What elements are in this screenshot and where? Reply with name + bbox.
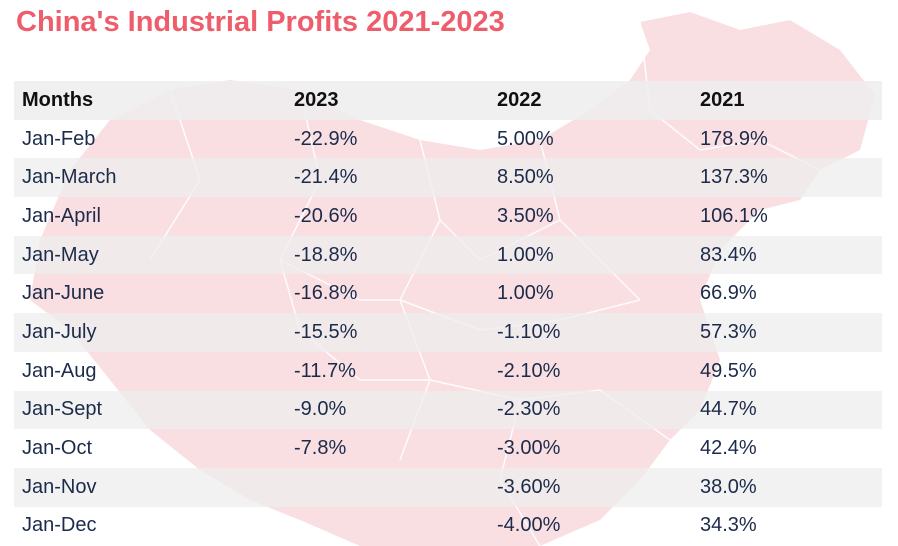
table-row: Jan-Aug -11.7% -2.10% 49.5%	[14, 352, 882, 391]
month-cell: Jan-Aug	[22, 359, 97, 382]
value-2022-cell: -4.00%	[497, 514, 561, 537]
month-cell: Jan-Feb	[22, 127, 96, 150]
value-2021-cell: 34.3%	[700, 514, 757, 537]
value-2023-cell: -9.0%	[286, 390, 489, 430]
month-cell: Jan-April	[22, 204, 101, 227]
value-2022-cell: -3.60%	[489, 467, 692, 507]
value-2021-cell: 137.3%	[692, 158, 882, 198]
value-2022-cell: 1.00%	[489, 235, 692, 275]
value-2022-cell: 5.00%	[497, 127, 554, 150]
header-months: Months	[14, 81, 286, 120]
header-2022: 2022	[489, 81, 692, 120]
month-cell: Jan-Nov	[14, 467, 286, 507]
month-cell: Jan-July	[14, 313, 286, 352]
industrial-profits-table: Months 2023 2022 2021 Jan-Feb -22.9% 5.00%…	[14, 81, 882, 545]
value-2023-cell	[286, 507, 489, 546]
month-cell: Jan-Sept	[14, 390, 286, 430]
table-row: Jan-Feb -22.9% 5.00% 178.9%	[14, 120, 882, 159]
month-cell: Jan-Oct	[22, 437, 93, 460]
value-2021-cell: 66.9%	[700, 282, 757, 305]
table-row: Jan-July -15.5% -1.10% 57.3%	[14, 313, 882, 352]
value-2022-cell: 8.50%	[489, 158, 692, 198]
table-row: Jan-April -20.6% 3.50% 106.1%	[14, 197, 882, 236]
value-2021-cell: 178.9%	[700, 127, 768, 150]
value-2021-cell: 83.4%	[692, 235, 882, 275]
month-cell: Jan-May	[14, 235, 286, 275]
value-2021-cell: 44.7%	[692, 390, 882, 430]
month-cell: Jan-June	[22, 282, 105, 305]
table-body: Jan-Feb -22.9% 5.00% 178.9% Jan-March -21.4% 8…	[14, 120, 882, 546]
table-header-row: Months 2023 2022 2021	[14, 81, 882, 120]
month-cell: Jan-March	[14, 158, 286, 198]
month-cell: Jan-Dec	[22, 514, 97, 537]
value-2021-cell: 57.3%	[692, 313, 882, 352]
header-2021: 2021	[692, 81, 882, 120]
value-2021-cell: 106.1%	[700, 204, 768, 227]
table-row: Jan-Dec -4.00% 34.3%	[14, 507, 882, 546]
header-2023: 2023	[286, 81, 489, 120]
table-row: Jan-March -21.4% 8.50% 137.3%	[14, 158, 882, 198]
value-2022-cell: -3.00%	[497, 437, 561, 460]
table-row: Jan-Sept -9.0% -2.30% 44.7%	[14, 390, 882, 430]
value-2023-cell: -15.5%	[286, 313, 489, 352]
value-2022-cell: -2.10%	[497, 359, 561, 382]
value-2021-cell: 49.5%	[700, 359, 757, 382]
value-2023-cell: -7.8%	[294, 437, 347, 460]
value-2022-cell: 3.50%	[497, 204, 554, 227]
value-2023-cell	[286, 467, 489, 507]
value-2023-cell: -22.9%	[294, 127, 358, 150]
value-2022-cell: -2.30%	[489, 390, 692, 430]
value-2023-cell: -18.8%	[286, 235, 489, 275]
value-2023-cell: -21.4%	[286, 158, 489, 198]
chart-title: China's Industrial Profits 2021-2023	[16, 6, 505, 38]
value-2023-cell: -16.8%	[294, 282, 358, 305]
value-2021-cell: 38.0%	[692, 467, 882, 507]
table-row: Jan-Oct -7.8% -3.00% 42.4%	[14, 429, 882, 468]
value-2021-cell: 42.4%	[700, 437, 757, 460]
table-row: Jan-May -18.8% 1.00% 83.4%	[14, 235, 882, 275]
value-2023-cell: -20.6%	[294, 204, 358, 227]
value-2022-cell: 1.00%	[497, 282, 554, 305]
table-row: Jan-June -16.8% 1.00% 66.9%	[14, 274, 882, 313]
value-2023-cell: -11.7%	[294, 359, 356, 382]
table-row: Jan-Nov -3.60% 38.0%	[14, 467, 882, 507]
value-2022-cell: -1.10%	[489, 313, 692, 352]
